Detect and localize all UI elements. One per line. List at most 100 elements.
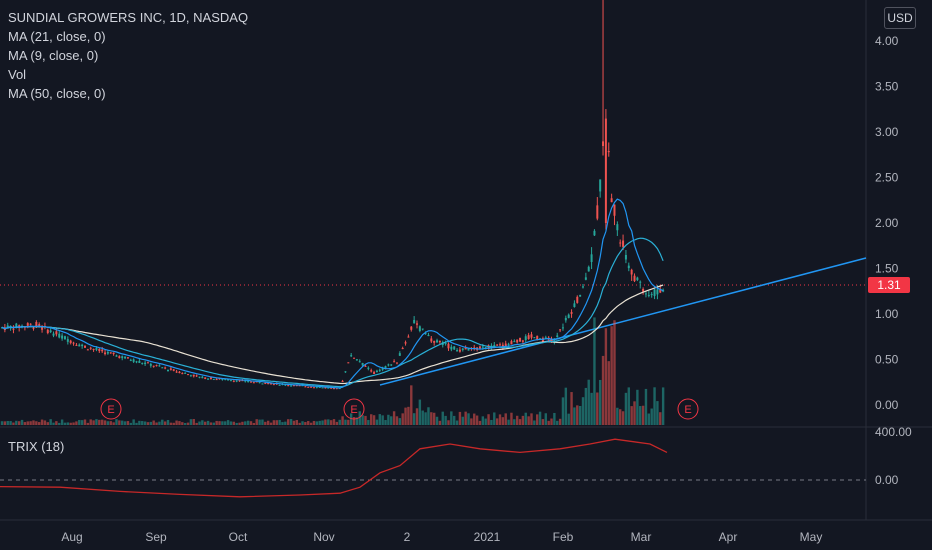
candle-body — [149, 363, 152, 366]
candle-body — [341, 380, 344, 382]
candle-body — [438, 340, 441, 343]
volume-bar — [103, 420, 107, 425]
candle-body — [244, 380, 247, 382]
candle-body — [155, 365, 158, 367]
candle-body — [450, 346, 453, 350]
volume-legend[interactable]: Vol — [8, 67, 27, 82]
candle-body — [367, 367, 370, 369]
candle-body — [212, 379, 215, 381]
volume-bar — [32, 420, 35, 425]
candle-body — [175, 371, 178, 373]
candle-body — [347, 362, 350, 364]
volume-bar — [278, 419, 281, 425]
volume-bar — [633, 401, 636, 425]
volume-bar — [6, 421, 9, 425]
candle-body — [169, 368, 172, 370]
volume-bar — [252, 422, 256, 425]
volume-bar — [301, 421, 304, 425]
volume-bar — [547, 420, 550, 425]
volume-bar — [318, 420, 321, 425]
candle-body — [613, 204, 616, 216]
volume-bar — [567, 413, 570, 425]
candle-body — [599, 179, 602, 192]
earnings-marker — [677, 398, 699, 420]
candle-body — [656, 289, 659, 295]
earnings-marker-label: E — [684, 404, 691, 416]
volume-bar — [432, 412, 436, 425]
volume-bar — [355, 417, 359, 425]
volume-bar — [424, 412, 427, 425]
volume-bar — [636, 389, 639, 425]
volume-bar — [287, 419, 290, 425]
candle-body — [573, 303, 576, 307]
volume-bar — [272, 420, 276, 425]
ma21-legend[interactable]: MA (21, close, 0) — [8, 29, 106, 44]
volume-bar — [89, 419, 92, 425]
candle-body — [304, 386, 307, 388]
price-tick-label: 0.50 — [875, 353, 899, 367]
candle-body — [270, 383, 273, 385]
candle-body — [195, 375, 198, 377]
volume-bar — [249, 421, 253, 425]
volume-bar — [524, 412, 527, 425]
volume-bar — [616, 407, 619, 425]
price-tick-label: 1.50 — [875, 262, 899, 276]
candle-body — [416, 323, 418, 325]
candle-body — [215, 379, 218, 381]
ma50-legend[interactable]: MA (50, close, 0) — [8, 86, 106, 101]
candle-body — [353, 357, 356, 359]
candle-body — [141, 362, 144, 364]
trix-tick-label: 0.00 — [875, 473, 899, 487]
volume-bar — [55, 421, 58, 425]
volume-bar — [115, 419, 118, 425]
candle-body — [209, 377, 212, 380]
volume-bar — [129, 422, 132, 425]
candle-body — [642, 288, 645, 292]
volume-bar — [215, 420, 218, 425]
volume-bar — [644, 388, 648, 425]
ma9-line — [1, 198, 664, 389]
volume-bar — [430, 412, 433, 425]
volume-bar — [553, 412, 556, 425]
volume-bar — [527, 416, 530, 425]
currency-button[interactable]: USD — [884, 7, 916, 29]
volume-bar — [475, 415, 479, 425]
candle-body — [647, 295, 650, 297]
candle-body — [109, 352, 112, 354]
ma9-legend[interactable]: MA (9, close, 0) — [8, 48, 99, 63]
candle-body — [144, 362, 147, 365]
candle-body — [298, 385, 301, 387]
volume-bar — [192, 419, 195, 425]
volume-bar — [58, 422, 61, 425]
volume-bar — [521, 415, 525, 425]
candle-body — [29, 323, 32, 325]
candle-body — [135, 361, 138, 363]
volume-bar — [604, 328, 608, 425]
trix-legend[interactable]: TRIX (18) — [8, 439, 65, 454]
volume-bar — [558, 418, 562, 425]
volume-bar — [352, 417, 356, 425]
candle-body — [250, 381, 252, 383]
candle-body — [292, 384, 295, 386]
volume-bar — [607, 361, 610, 425]
candle-body — [172, 369, 175, 371]
candle-body — [516, 339, 519, 343]
candle-body — [98, 348, 101, 352]
candle-body — [46, 329, 49, 334]
candle-body — [224, 378, 227, 380]
volume-bar — [3, 421, 7, 425]
candle-body — [333, 387, 335, 389]
volume-bar — [295, 419, 298, 425]
symbol-title[interactable]: SUNDIAL GROWERS INC, 1D, NASDAQ — [8, 10, 249, 25]
volume-bar — [332, 419, 336, 425]
volume-bar — [292, 420, 296, 425]
candle-body — [510, 341, 513, 345]
volume-bar — [630, 406, 633, 425]
candle-body — [358, 361, 361, 363]
candle-body — [444, 343, 447, 345]
candle-body — [407, 336, 410, 338]
candle-body — [536, 335, 539, 340]
candle-body — [375, 370, 378, 373]
volume-bar — [390, 416, 393, 425]
time-tick-label: May — [800, 530, 823, 544]
